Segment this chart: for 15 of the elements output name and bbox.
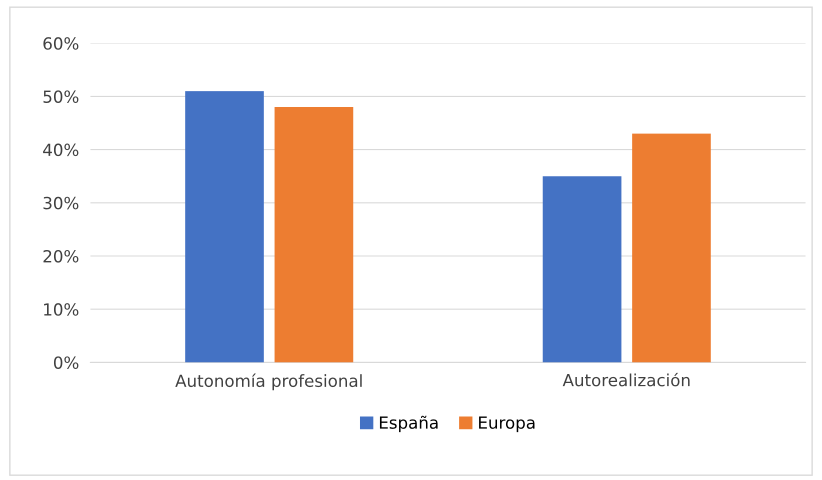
y-tick-label: 10% (44, 303, 78, 316)
y-tick-label: 30% (44, 196, 78, 210)
bar (542, 176, 622, 362)
bar (185, 91, 264, 362)
y-tick-label: 20% (43, 250, 78, 263)
y-tick-label: 60% (43, 37, 78, 50)
x-tick-label: Autonomía profesional (175, 374, 362, 390)
x-tick-label: Autorealización (562, 372, 690, 386)
y-tick-label: 40% (43, 144, 78, 156)
bar (274, 107, 354, 362)
bar (632, 134, 711, 362)
y-tick-label: 0% (54, 356, 78, 369)
legend-label: Europa (479, 416, 534, 432)
legend-label: España (380, 416, 438, 432)
y-tick-label: 50% (44, 90, 78, 103)
